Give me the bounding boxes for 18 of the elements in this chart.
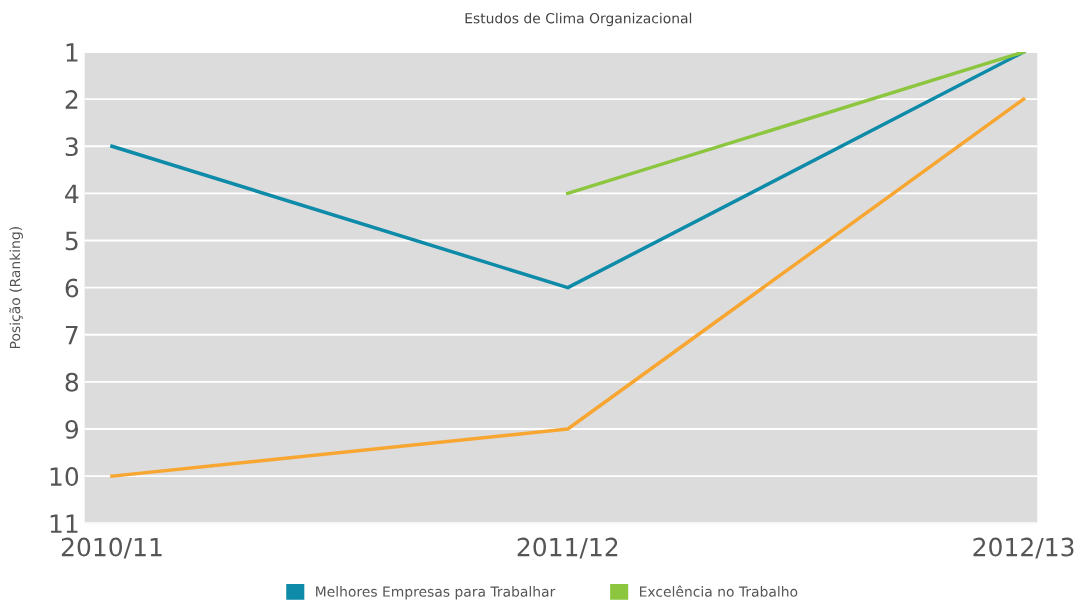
y-tick-label: 1 xyxy=(66,43,78,62)
x-tick-label: 2011/12 xyxy=(517,537,618,559)
x-tick-label: 2012/13 xyxy=(973,537,1074,559)
y-tick-label: 10 xyxy=(50,467,79,486)
y-tick-label: 11 xyxy=(50,514,78,533)
legend-label: Melhores Empresas para Trabalhar xyxy=(316,586,556,600)
y-tick-label: 5 xyxy=(65,231,78,251)
y-tick-label: 9 xyxy=(65,419,79,439)
chart-title: Estudos de Clima Organizacional xyxy=(465,12,692,27)
y-axis-title: Posição (Ranking) xyxy=(9,227,23,349)
y-tick-label: 2 xyxy=(65,90,78,109)
y-tick-label: 7 xyxy=(65,326,78,345)
y-tick-label: 8 xyxy=(65,372,79,392)
y-tick-label: 3 xyxy=(65,137,78,157)
legend-label: Excelência no Trabalho xyxy=(639,585,798,597)
y-tick-label: 6 xyxy=(65,278,79,298)
x-tick-label: 2010/11 xyxy=(61,537,162,559)
y-tick-label: 4 xyxy=(65,184,79,203)
